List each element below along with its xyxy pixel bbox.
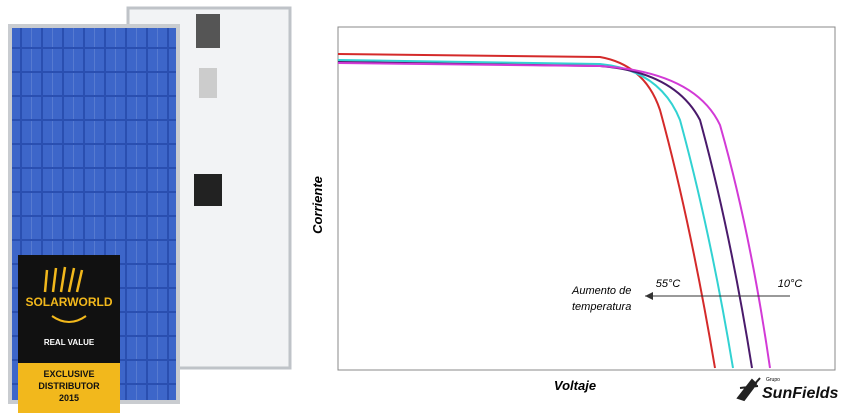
plot-frame	[337, 26, 836, 371]
curve-cold	[337, 62, 771, 369]
badge-swoosh	[51, 315, 87, 323]
low-temp: 10°C	[778, 278, 803, 290]
annotation: temperatura	[572, 301, 631, 313]
junction-box	[196, 14, 220, 48]
high-temp: 55°C	[656, 278, 681, 290]
badge-distributor: DISTRIBUTOR	[38, 381, 100, 391]
logo-name: SunFields	[762, 385, 839, 402]
badge-brand: SOLARWORLD	[25, 295, 112, 309]
badge-distributor: 2015	[59, 393, 79, 403]
curve-hot	[337, 53, 716, 369]
y-axis-label: Corriente	[310, 176, 325, 234]
arrow-head	[645, 292, 653, 300]
badge-icon	[43, 266, 84, 293]
curve-mild	[337, 61, 753, 369]
annotation: Aumento de	[571, 285, 631, 297]
badge-footer	[18, 363, 120, 413]
badge-tagline: REAL VALUE	[44, 338, 95, 347]
x-axis-label: Voltaje	[554, 378, 596, 393]
badge	[18, 255, 120, 363]
badge-distributor: EXCLUSIVE	[43, 369, 94, 379]
panel-sticker	[199, 68, 217, 98]
panel-label	[194, 174, 222, 206]
logo-group: Grupo	[766, 377, 780, 383]
logo-mark	[736, 377, 761, 402]
